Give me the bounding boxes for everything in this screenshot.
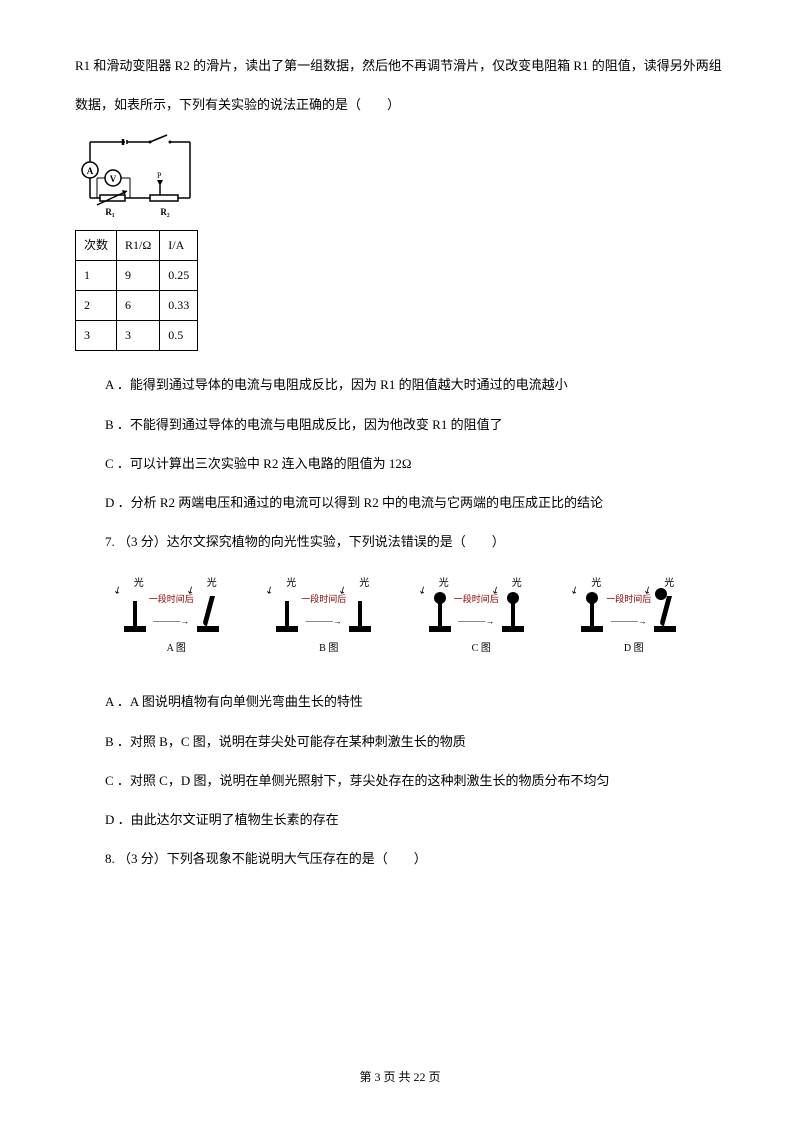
table-cell: 0.33 xyxy=(160,291,198,321)
svg-text:V: V xyxy=(110,174,117,184)
q8-text: 8. （3 分）下列各现象不能说明大气压存在的是（ ） xyxy=(105,843,725,874)
table-header: R1/Ω xyxy=(117,231,160,261)
q7-option-b: B ．对照 B，C 图，说明在芽尖处可能存在某种刺激生长的物质 xyxy=(105,726,725,757)
q6-option-b: B ．不能得到通过导体的电流与电阻成反比，因为他改变 R1 的阻值了 xyxy=(105,409,725,440)
experiment-d: ↙ 光 一段时间后 ———→ ↙ 光 D 图 xyxy=(553,577,706,661)
table-row: 1 9 0.25 xyxy=(76,261,198,291)
experiment-data-table: 次数 R1/Ω I/A 1 9 0.25 2 6 0.33 3 3 0.5 xyxy=(75,230,198,351)
table-cell: 0.25 xyxy=(160,261,198,291)
table-row: 2 6 0.33 xyxy=(76,291,198,321)
svg-text:R₁: R₁ xyxy=(105,207,114,217)
table-row: 3 3 0.5 xyxy=(76,321,198,351)
table-header: 次数 xyxy=(76,231,117,261)
q6-option-c: C ．可以计算出三次实验中 R2 连入电路的阻值为 12Ω xyxy=(105,448,725,479)
svg-text:R₂: R₂ xyxy=(160,207,169,217)
table-header-row: 次数 R1/Ω I/A xyxy=(76,231,198,261)
table-cell: 0.5 xyxy=(160,321,198,351)
table-cell: 3 xyxy=(76,321,117,351)
table-cell: 2 xyxy=(76,291,117,321)
intro-line-2: 数据，如表所示，下列有关实验的说法正确的是（ ） xyxy=(75,89,725,120)
experiment-diagrams: ↙ 光 一段时间后 ———→ ↙ 光 A 图 ↙ 光 xyxy=(95,577,705,661)
q6-option-d: D ．分析 R2 两端电压和通过的电流可以得到 R2 中的电流与它两端的电压成正… xyxy=(105,487,725,518)
circuit-diagram: A V R₁ P R₂ xyxy=(75,130,205,220)
q7-option-d: D ．由此达尔文证明了植物生长素的存在 xyxy=(105,804,725,835)
q7-option-c: C ．对照 C，D 图，说明在单侧光照射下，芽尖处存在的这种刺激生长的物质分布不… xyxy=(105,765,725,796)
table-cell: 6 xyxy=(117,291,160,321)
q7-option-a: A ．A 图说明植物有向单侧光弯曲生长的特性 xyxy=(105,686,725,717)
experiment-b: ↙ 光 一段时间后 ———→ ↙ 光 B 图 xyxy=(248,577,401,661)
page-footer: 第 3 页 共 22 页 xyxy=(0,1063,800,1092)
q6-option-a: A ．能得到通过导体的电流与电阻成反比，因为 R1 的阻值越大时通过的电流越小 xyxy=(105,369,725,400)
intro-line-1: R1 和滑动变阻器 R2 的滑片，读出了第一组数据，然后他不再调节滑片，仅改变电… xyxy=(75,50,725,81)
svg-text:A: A xyxy=(87,166,94,176)
svg-text:P: P xyxy=(157,171,162,180)
table-cell: 3 xyxy=(117,321,160,351)
experiment-a: ↙ 光 一段时间后 ———→ ↙ 光 A 图 xyxy=(95,577,248,661)
table-cell: 9 xyxy=(117,261,160,291)
q7-text: 7. （3 分）达尔文探究植物的向光性实验，下列说法错误的是（ ） xyxy=(105,526,725,557)
experiment-c: ↙ 光 一段时间后 ———→ ↙ 光 C 图 xyxy=(400,577,553,661)
table-cell: 1 xyxy=(76,261,117,291)
table-header: I/A xyxy=(160,231,198,261)
